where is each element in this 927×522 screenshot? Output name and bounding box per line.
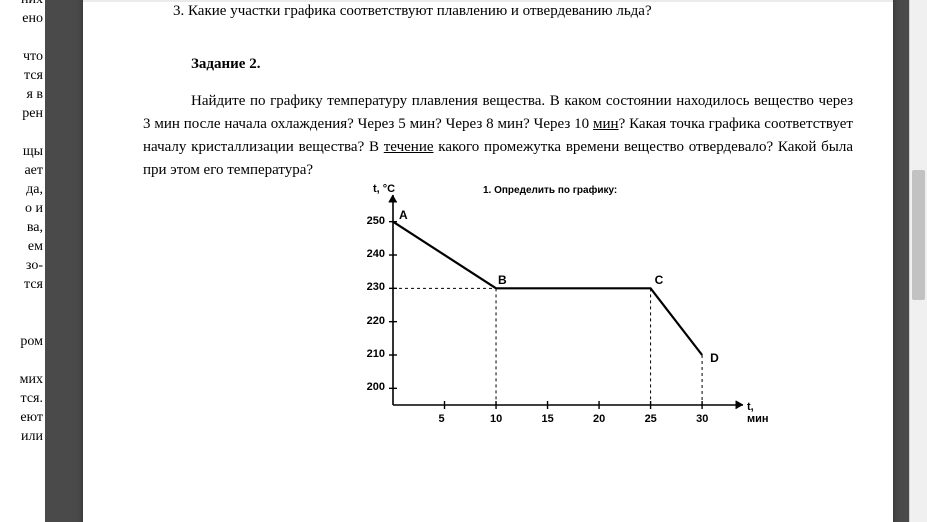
clipped-line: ва, bbox=[0, 218, 43, 237]
x-tick-label: 10 bbox=[490, 413, 502, 425]
x-tick-label: 15 bbox=[542, 413, 554, 425]
clipped-line: или bbox=[0, 427, 43, 446]
clipped-line: рен bbox=[0, 104, 43, 123]
page-shadow bbox=[83, 0, 893, 2]
chart-point-label-B: B bbox=[498, 273, 507, 287]
question-3: 3. Какие участки графика соответствуют п… bbox=[173, 0, 853, 23]
page-gap bbox=[45, 0, 83, 522]
y-tick-label: 240 bbox=[367, 248, 385, 260]
clipped-line: щы bbox=[0, 142, 43, 161]
viewport: нихено чтотсяя врен щыаетда,о ива,емзо-т… bbox=[0, 0, 927, 522]
y-tick-label: 250 bbox=[367, 215, 385, 227]
clipped-line: о и bbox=[0, 199, 43, 218]
task-text-u1: мин bbox=[593, 116, 619, 132]
clipped-line bbox=[0, 28, 43, 47]
chart-caption: 1. Определить по графику: bbox=[483, 185, 617, 196]
scrollbar-thumb[interactable] bbox=[912, 170, 925, 300]
clipped-line: да, bbox=[0, 180, 43, 199]
clipped-line: ром bbox=[0, 332, 43, 351]
left-page-sliver: нихено чтотсяя врен щыаетда,о ива,емзо-т… bbox=[0, 0, 45, 522]
x-tick-label: 25 bbox=[645, 413, 657, 425]
chart-point-label-C: C bbox=[655, 273, 664, 287]
task-text-u2: течение bbox=[384, 139, 434, 155]
clipped-line: что bbox=[0, 47, 43, 66]
y-tick-label: 220 bbox=[367, 315, 385, 327]
page-content: 3. Какие участки графика соответствуют п… bbox=[143, 0, 853, 182]
clipped-line bbox=[0, 351, 43, 370]
chart-point-label-D: D bbox=[710, 351, 719, 365]
clipped-line bbox=[0, 123, 43, 142]
clipped-line: ем bbox=[0, 237, 43, 256]
chart-point-label-A: A bbox=[399, 208, 408, 222]
x-tick-label: 5 bbox=[439, 413, 445, 425]
clipped-line: мих bbox=[0, 370, 43, 389]
task-body: Найдите по графику температуру плавления… bbox=[143, 90, 853, 182]
y-axis-title: t, °C bbox=[373, 183, 395, 195]
clipped-line: ено bbox=[0, 9, 43, 28]
clipped-line bbox=[0, 313, 43, 332]
clipped-line bbox=[0, 294, 43, 313]
clipped-line: тся. bbox=[0, 389, 43, 408]
clipped-line: я в bbox=[0, 85, 43, 104]
left-clipped-text: нихено чтотсяя врен щыаетда,о ива,емзо-т… bbox=[0, 0, 43, 446]
x-axis-title: t, мин bbox=[747, 401, 773, 425]
x-tick-label: 20 bbox=[593, 413, 605, 425]
document-page: 3. Какие участки графика соответствуют п… bbox=[83, 0, 893, 522]
task-title: Задание 2. bbox=[191, 53, 853, 76]
clipped-line: еют bbox=[0, 408, 43, 427]
clipped-line: них bbox=[0, 0, 43, 9]
clipped-line: тся bbox=[0, 275, 43, 294]
clipped-line: зо- bbox=[0, 256, 43, 275]
x-tick-label: 30 bbox=[696, 413, 708, 425]
clipped-line: ает bbox=[0, 161, 43, 180]
y-tick-label: 210 bbox=[367, 348, 385, 360]
vertical-scrollbar[interactable] bbox=[909, 0, 927, 522]
chart-svg bbox=[343, 185, 773, 445]
y-tick-label: 230 bbox=[367, 281, 385, 293]
chart: 200 210 220 230 240 250 5 10 15 20 25 30 A B C Dt, °C t,… bbox=[343, 185, 773, 445]
clipped-line: тся bbox=[0, 66, 43, 85]
y-tick-label: 200 bbox=[367, 381, 385, 393]
